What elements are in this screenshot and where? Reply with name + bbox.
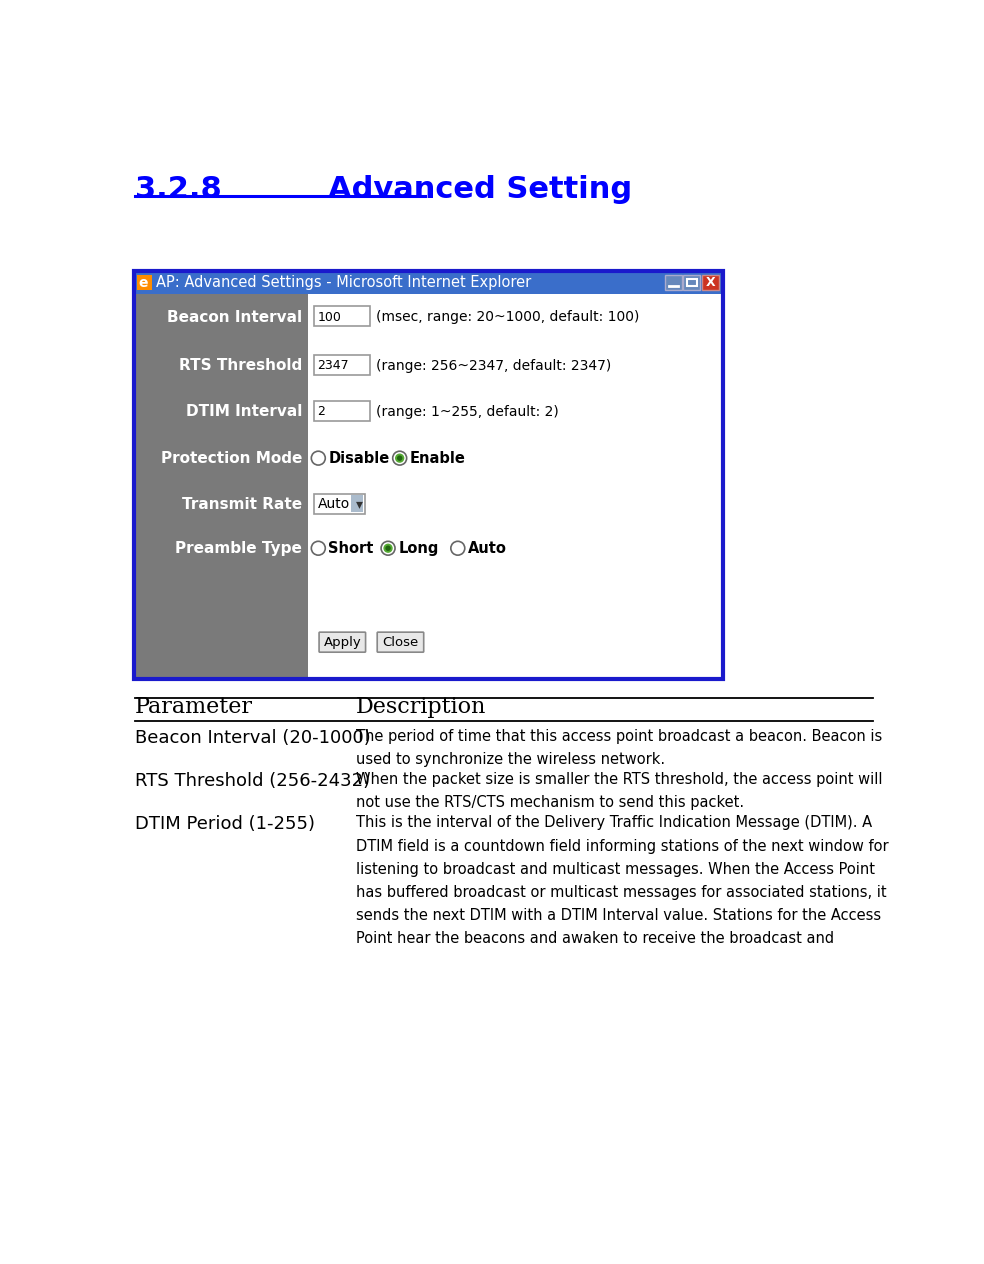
Text: Short: Short xyxy=(329,541,374,556)
Text: X: X xyxy=(706,276,715,289)
Text: 3.2.8          Advanced Setting: 3.2.8 Advanced Setting xyxy=(135,174,632,204)
Circle shape xyxy=(311,451,326,465)
Text: Description: Description xyxy=(355,696,486,718)
FancyBboxPatch shape xyxy=(319,632,366,652)
Bar xyxy=(315,493,365,513)
Text: Preamble Type: Preamble Type xyxy=(175,541,302,556)
Text: Disable: Disable xyxy=(329,451,390,465)
Text: Parameter: Parameter xyxy=(135,696,253,718)
Text: The period of time that this access point broadcast a beacon. Beacon is: The period of time that this access poin… xyxy=(355,729,882,744)
Text: Close: Close xyxy=(383,637,418,650)
Text: listening to broadcast and multicast messages. When the Access Point: listening to broadcast and multicast mes… xyxy=(355,862,875,877)
Text: (msec, range: 20~1000, default: 100): (msec, range: 20~1000, default: 100) xyxy=(377,310,640,325)
Circle shape xyxy=(386,546,391,551)
Text: When the packet size is smaller the RTS threshold, the access point will: When the packet size is smaller the RTS … xyxy=(355,772,882,787)
Circle shape xyxy=(397,455,402,461)
Text: Transmit Rate: Transmit Rate xyxy=(182,497,302,512)
Text: (range: 1~255, default: 2): (range: 1~255, default: 2) xyxy=(377,404,559,418)
Bar xyxy=(308,295,723,679)
Text: DTIM field is a countdown field informing stations of the next window for: DTIM field is a countdown field informin… xyxy=(355,838,889,853)
Circle shape xyxy=(311,541,326,555)
Text: Long: Long xyxy=(399,541,439,556)
Text: (range: 256~2347, default: 2347): (range: 256~2347, default: 2347) xyxy=(377,359,612,373)
Circle shape xyxy=(393,451,406,465)
Text: Point hear the beacons and awaken to receive the broadcast and: Point hear the beacons and awaken to rec… xyxy=(355,930,833,945)
Text: Auto: Auto xyxy=(467,541,507,556)
Text: has buffered broadcast or multicast messages for associated stations, it: has buffered broadcast or multicast mess… xyxy=(355,885,887,900)
Text: Beacon Interval (20-1000): Beacon Interval (20-1000) xyxy=(135,729,370,747)
Text: 2347: 2347 xyxy=(318,359,349,372)
Bar xyxy=(315,355,370,375)
Bar xyxy=(683,274,701,291)
Text: Protection Mode: Protection Mode xyxy=(160,451,302,465)
Bar xyxy=(687,279,697,287)
Text: not use the RTS/CTS mechanism to send this packet.: not use the RTS/CTS mechanism to send th… xyxy=(355,795,744,810)
Text: Beacon Interval: Beacon Interval xyxy=(167,310,302,325)
Circle shape xyxy=(381,541,395,555)
Text: This is the interval of the Delivery Traffic Indication Message (DTIM). A: This is the interval of the Delivery Tra… xyxy=(355,815,872,830)
Text: 100: 100 xyxy=(318,311,341,324)
Bar xyxy=(315,401,370,421)
Text: 2: 2 xyxy=(318,406,326,418)
Text: Apply: Apply xyxy=(324,637,361,650)
Bar xyxy=(134,295,308,679)
Text: used to synchronize the wireless network.: used to synchronize the wireless network… xyxy=(355,752,664,767)
Text: DTIM Interval: DTIM Interval xyxy=(186,404,302,420)
Bar xyxy=(702,274,719,291)
Text: ▾: ▾ xyxy=(355,497,362,512)
Circle shape xyxy=(384,544,393,552)
Text: AP: Advanced Settings - Microsoft Internet Explorer: AP: Advanced Settings - Microsoft Intern… xyxy=(155,276,530,289)
Bar xyxy=(134,270,723,295)
Bar xyxy=(665,274,682,291)
Bar xyxy=(315,306,370,326)
Text: sends the next DTIM with a DTIM Interval value. Stations for the Access: sends the next DTIM with a DTIM Interval… xyxy=(355,908,881,923)
Bar xyxy=(137,274,153,289)
Bar xyxy=(351,495,363,512)
Circle shape xyxy=(451,541,464,555)
Text: DTIM Period (1-255): DTIM Period (1-255) xyxy=(135,815,315,833)
Text: RTS Threshold (256-2432): RTS Threshold (256-2432) xyxy=(135,772,370,790)
Circle shape xyxy=(395,454,404,463)
FancyBboxPatch shape xyxy=(377,632,424,652)
Text: RTS Threshold: RTS Threshold xyxy=(179,358,302,373)
Text: Auto: Auto xyxy=(318,497,350,512)
Text: Enable: Enable xyxy=(409,451,465,465)
Text: e: e xyxy=(139,277,148,291)
Bar xyxy=(134,270,723,679)
